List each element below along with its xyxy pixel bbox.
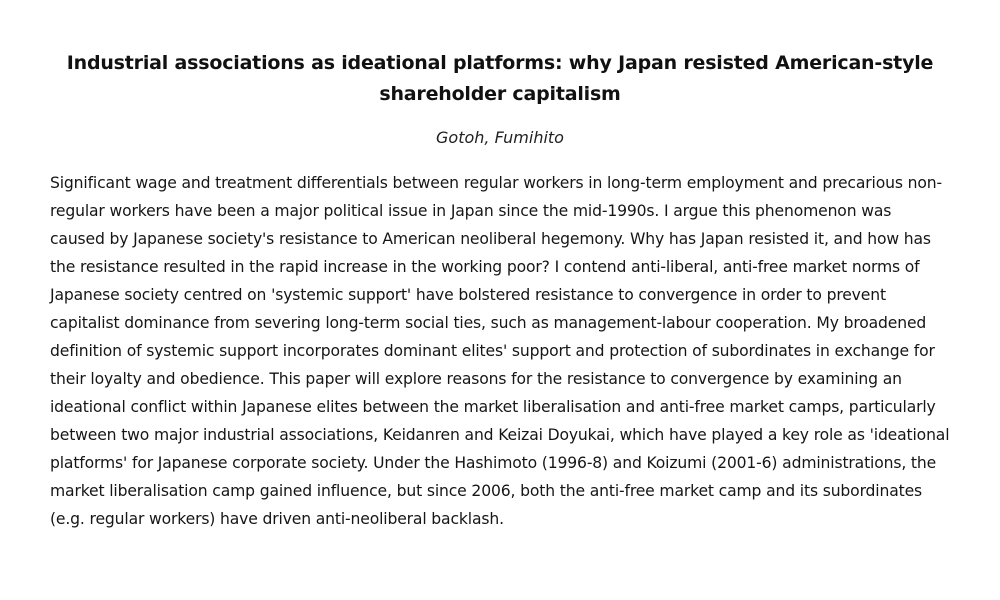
paper-author: Gotoh, Fumihito	[436, 128, 564, 147]
paper-page: Industrial associations as ideational pl…	[50, 48, 950, 533]
paper-abstract: Significant wage and treatment different…	[50, 174, 950, 528]
paper-title: Industrial associations as ideational pl…	[66, 52, 934, 105]
